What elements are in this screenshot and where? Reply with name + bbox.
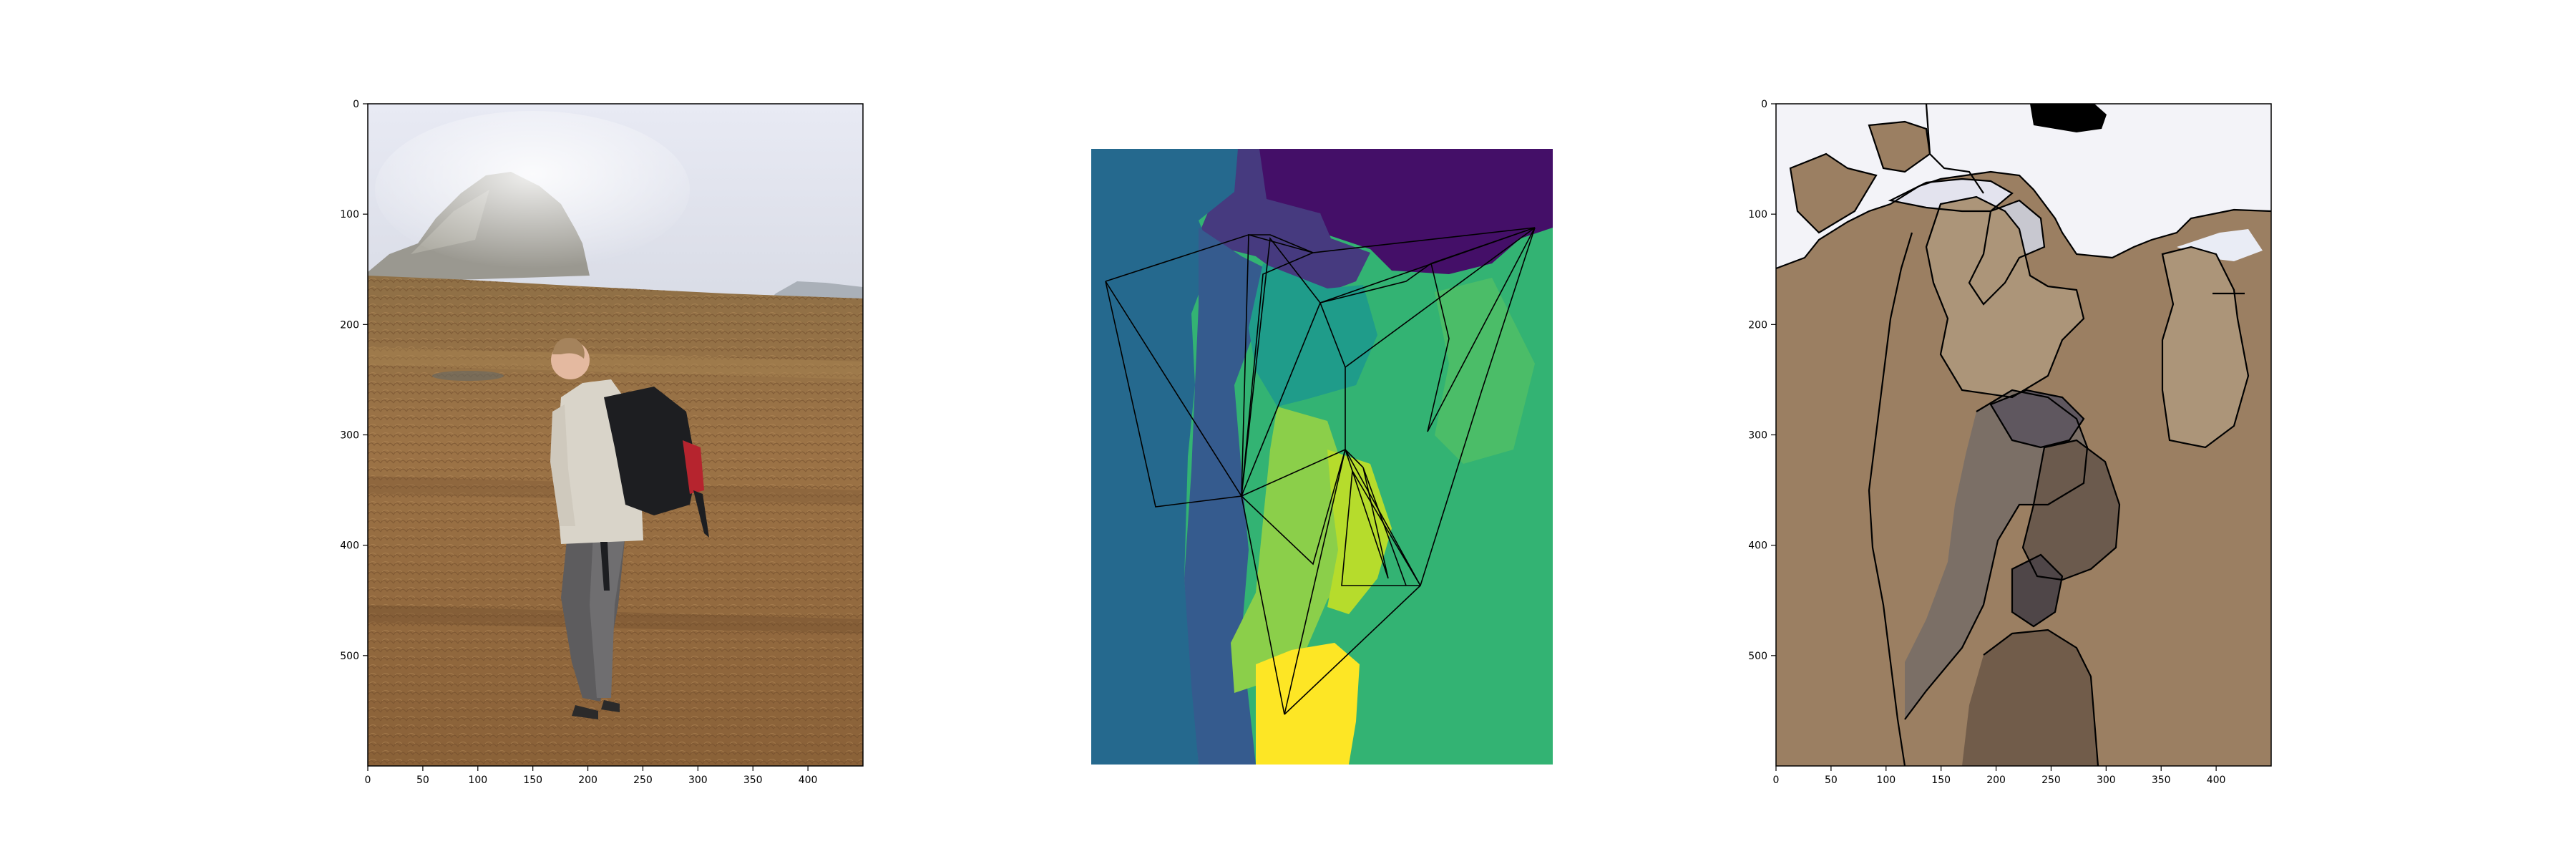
x-tick-label: 400 (2207, 775, 2226, 786)
x-tick-label: 300 (2097, 775, 2116, 786)
region-green-right (1435, 278, 1535, 464)
x-tick-label: 150 (1931, 775, 1951, 786)
region-lime (1327, 450, 1392, 614)
y-axis-ticks: 0 100 200 300 400 500 (1748, 99, 1776, 662)
y-axis-ticks: 0 100 200 300 400 500 (340, 99, 368, 662)
y-tick-label: 200 (1748, 319, 1767, 331)
region-dark-brown (2023, 440, 2119, 580)
y-tick-label: 500 (340, 651, 359, 662)
region-tan-top (1869, 122, 1930, 172)
triangulation-lines (1105, 227, 1536, 715)
x-tick-label: 50 (416, 775, 429, 786)
distant-hill (769, 281, 863, 301)
x-tick-label: 400 (799, 775, 818, 786)
y-tick-label: 0 (1761, 99, 1767, 110)
y-tick-label: 100 (340, 209, 359, 220)
region-teal-left (1091, 149, 1238, 765)
x-tick-label: 250 (2041, 775, 2061, 786)
region-tan-center (1926, 197, 2084, 397)
y-tick-label: 500 (1748, 651, 1767, 662)
region-dark-purple (1256, 149, 1553, 274)
x-axis-ticks: 0 50 100 150 200 250 300 350 400 (365, 766, 818, 786)
region-black-blob (2030, 104, 2107, 132)
boundary-lines (1776, 104, 2271, 766)
y-tick-label: 300 (340, 430, 359, 442)
region-darker (2012, 555, 2062, 626)
boundaries-panel: 0 50 100 150 200 250 300 350 400 0 100 200 300 400 50… (1748, 99, 2272, 786)
y-tick-label: 400 (1748, 540, 1767, 552)
region-tan-right (2162, 247, 2248, 447)
y-tick-label: 0 (353, 99, 359, 110)
region-blue (1184, 228, 1270, 765)
x-tick-label: 150 (523, 775, 542, 786)
y-tick-label: 300 (1748, 430, 1767, 442)
hiker (550, 337, 709, 719)
y-tick-label: 200 (340, 319, 359, 331)
hair (552, 337, 585, 359)
x-tick-label: 0 (365, 775, 371, 786)
region-yellow (1256, 643, 1360, 765)
x-tick-label: 250 (633, 775, 653, 786)
x-tick-label: 0 (1773, 775, 1780, 786)
x-tick-label: 100 (468, 775, 487, 786)
region-brown-bottom (1962, 630, 2098, 766)
backpack (604, 387, 697, 515)
x-tick-label: 100 (1876, 775, 1896, 786)
x-tick-label: 200 (578, 775, 597, 786)
y-tick-label: 100 (1748, 209, 1767, 220)
x-tick-label: 350 (2152, 775, 2171, 786)
x-tick-label: 50 (1825, 775, 1838, 786)
y-tick-label: 400 (340, 540, 359, 552)
x-tick-label: 300 (688, 775, 708, 786)
photo-panel: 0 50 100 150 200 250 300 350 400 0 100 200 300 400 50… (340, 99, 864, 786)
region-tan-left (1790, 154, 1876, 233)
x-tick-label: 350 (743, 775, 763, 786)
segmentation-panel (1091, 149, 1553, 765)
x-axis-ticks: 0 50 100 150 200 250 300 350 400 (1773, 766, 2226, 786)
x-tick-label: 200 (1986, 775, 2006, 786)
region-dark-gray (1991, 390, 2084, 447)
region-indigo (1199, 149, 1370, 292)
